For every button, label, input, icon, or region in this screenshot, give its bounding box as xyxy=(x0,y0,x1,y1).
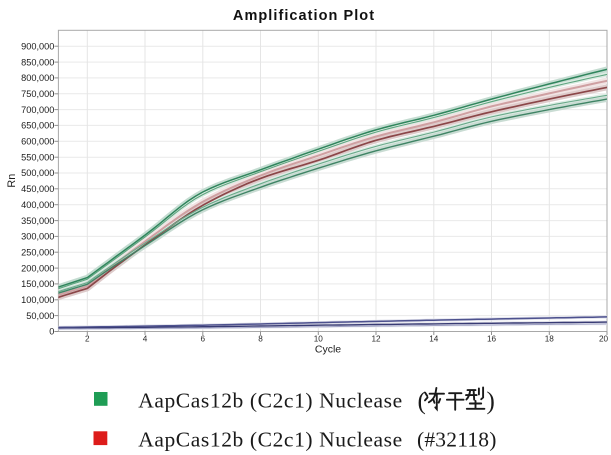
svg-text:Amplification Plot: Amplification Plot xyxy=(233,8,375,24)
svg-text:850,000: 850,000 xyxy=(21,57,54,67)
svg-text:100,000: 100,000 xyxy=(21,295,54,305)
svg-text:400,000: 400,000 xyxy=(21,200,54,210)
svg-text:10: 10 xyxy=(314,335,324,344)
svg-text:700,000: 700,000 xyxy=(21,105,54,115)
svg-text:(#32118): (#32118) xyxy=(417,428,497,452)
svg-text:AapCas12b (C2c1) Nuclease: AapCas12b (C2c1) Nuclease xyxy=(138,428,403,452)
svg-text:12: 12 xyxy=(371,335,381,344)
svg-text:300,000: 300,000 xyxy=(21,232,54,242)
svg-text:16: 16 xyxy=(487,335,497,344)
svg-text:8: 8 xyxy=(258,335,263,344)
svg-text:Rn: Rn xyxy=(6,174,18,188)
svg-text:550,000: 550,000 xyxy=(21,152,54,162)
svg-text:0: 0 xyxy=(49,327,54,337)
svg-text:650,000: 650,000 xyxy=(21,121,54,131)
svg-text:500,000: 500,000 xyxy=(21,168,54,178)
svg-text:900,000: 900,000 xyxy=(21,41,54,51)
svg-text:250,000: 250,000 xyxy=(21,247,54,257)
svg-text:200,000: 200,000 xyxy=(21,263,54,273)
svg-text:6: 6 xyxy=(201,335,206,344)
svg-text:750,000: 750,000 xyxy=(21,89,54,99)
svg-text:): ) xyxy=(487,388,495,415)
svg-text:450,000: 450,000 xyxy=(21,184,54,194)
svg-text:4: 4 xyxy=(143,335,148,344)
svg-text:350,000: 350,000 xyxy=(21,216,54,226)
svg-text:150,000: 150,000 xyxy=(21,279,54,289)
svg-text:20: 20 xyxy=(599,335,609,344)
svg-text:Cycle: Cycle xyxy=(315,344,341,356)
svg-text:14: 14 xyxy=(429,335,439,344)
svg-text:(: ( xyxy=(418,388,426,415)
svg-text:50,000: 50,000 xyxy=(26,311,54,321)
svg-text:800,000: 800,000 xyxy=(21,73,54,83)
svg-text:600,000: 600,000 xyxy=(21,137,54,147)
svg-text:AapCas12b (C2c1) Nuclease: AapCas12b (C2c1) Nuclease xyxy=(138,389,403,413)
svg-text:2: 2 xyxy=(85,335,90,344)
svg-text:18: 18 xyxy=(545,335,555,344)
